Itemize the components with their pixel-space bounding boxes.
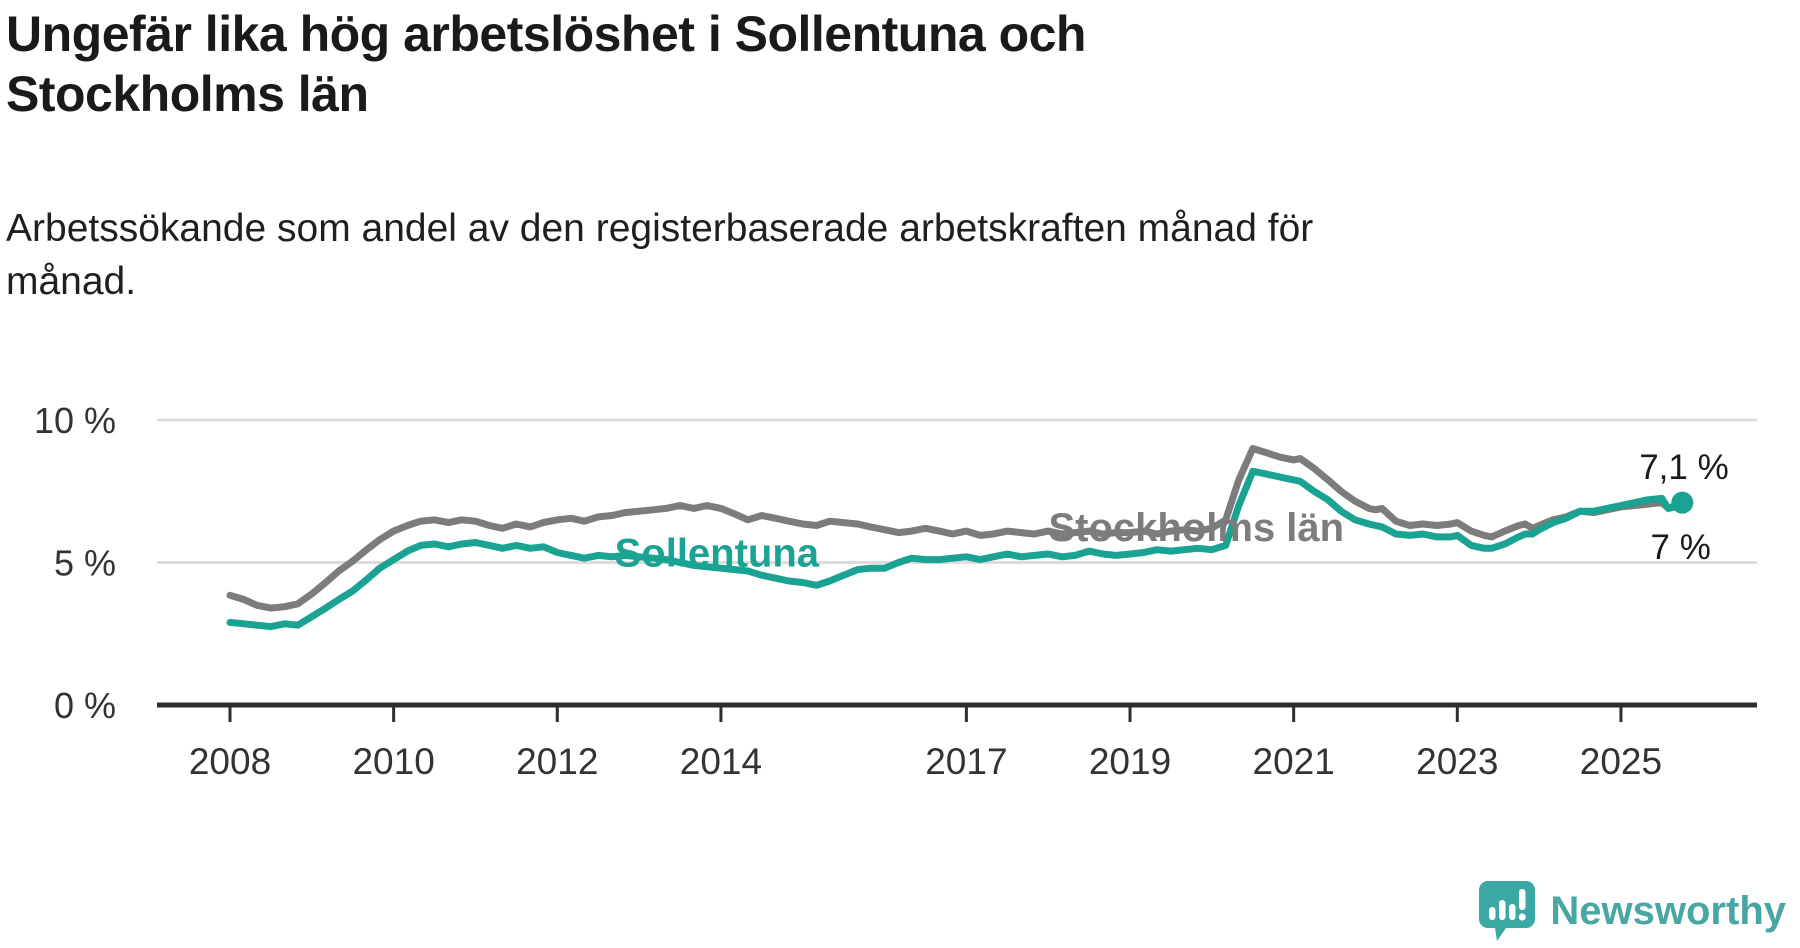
series-line-sollentuna: [226, 467, 1686, 631]
brand-name: Newsworthy: [1550, 888, 1786, 933]
x-tick-label: 2014: [680, 741, 762, 782]
x-tick-label: 2008: [189, 741, 271, 782]
x-tick-label: 2017: [925, 741, 1007, 782]
x-tick-label: 2012: [516, 741, 598, 782]
x-tick-label: 2023: [1416, 741, 1498, 782]
y-tick-label: 10 %: [34, 400, 116, 441]
x-tick-label: 2019: [1089, 741, 1171, 782]
series-line-stockholms-l-n: [226, 445, 1686, 612]
x-tick-label: 2021: [1253, 741, 1335, 782]
series-label: Sollentuna: [615, 532, 820, 576]
x-tick-label: 2010: [352, 741, 434, 782]
series-label: Stockholms län: [1048, 506, 1344, 550]
x-tick-label: 2025: [1580, 741, 1662, 782]
chart-subtitle: Arbetssökande som andel av den registerb…: [6, 207, 1314, 303]
series-end-dot: [1671, 491, 1694, 514]
y-tick-label: 5 %: [54, 543, 116, 584]
end-value-label: 7 %: [1651, 528, 1711, 567]
y-tick-label: 0 %: [54, 685, 116, 726]
brand-footer: Newsworthy: [1478, 880, 1786, 942]
newsworthy-logo-icon: [1479, 881, 1536, 941]
end-value-label: 7,1 %: [1639, 448, 1729, 487]
page-title: Ungefär lika hög arbetslöshet i Sollentu…: [6, 6, 1086, 122]
